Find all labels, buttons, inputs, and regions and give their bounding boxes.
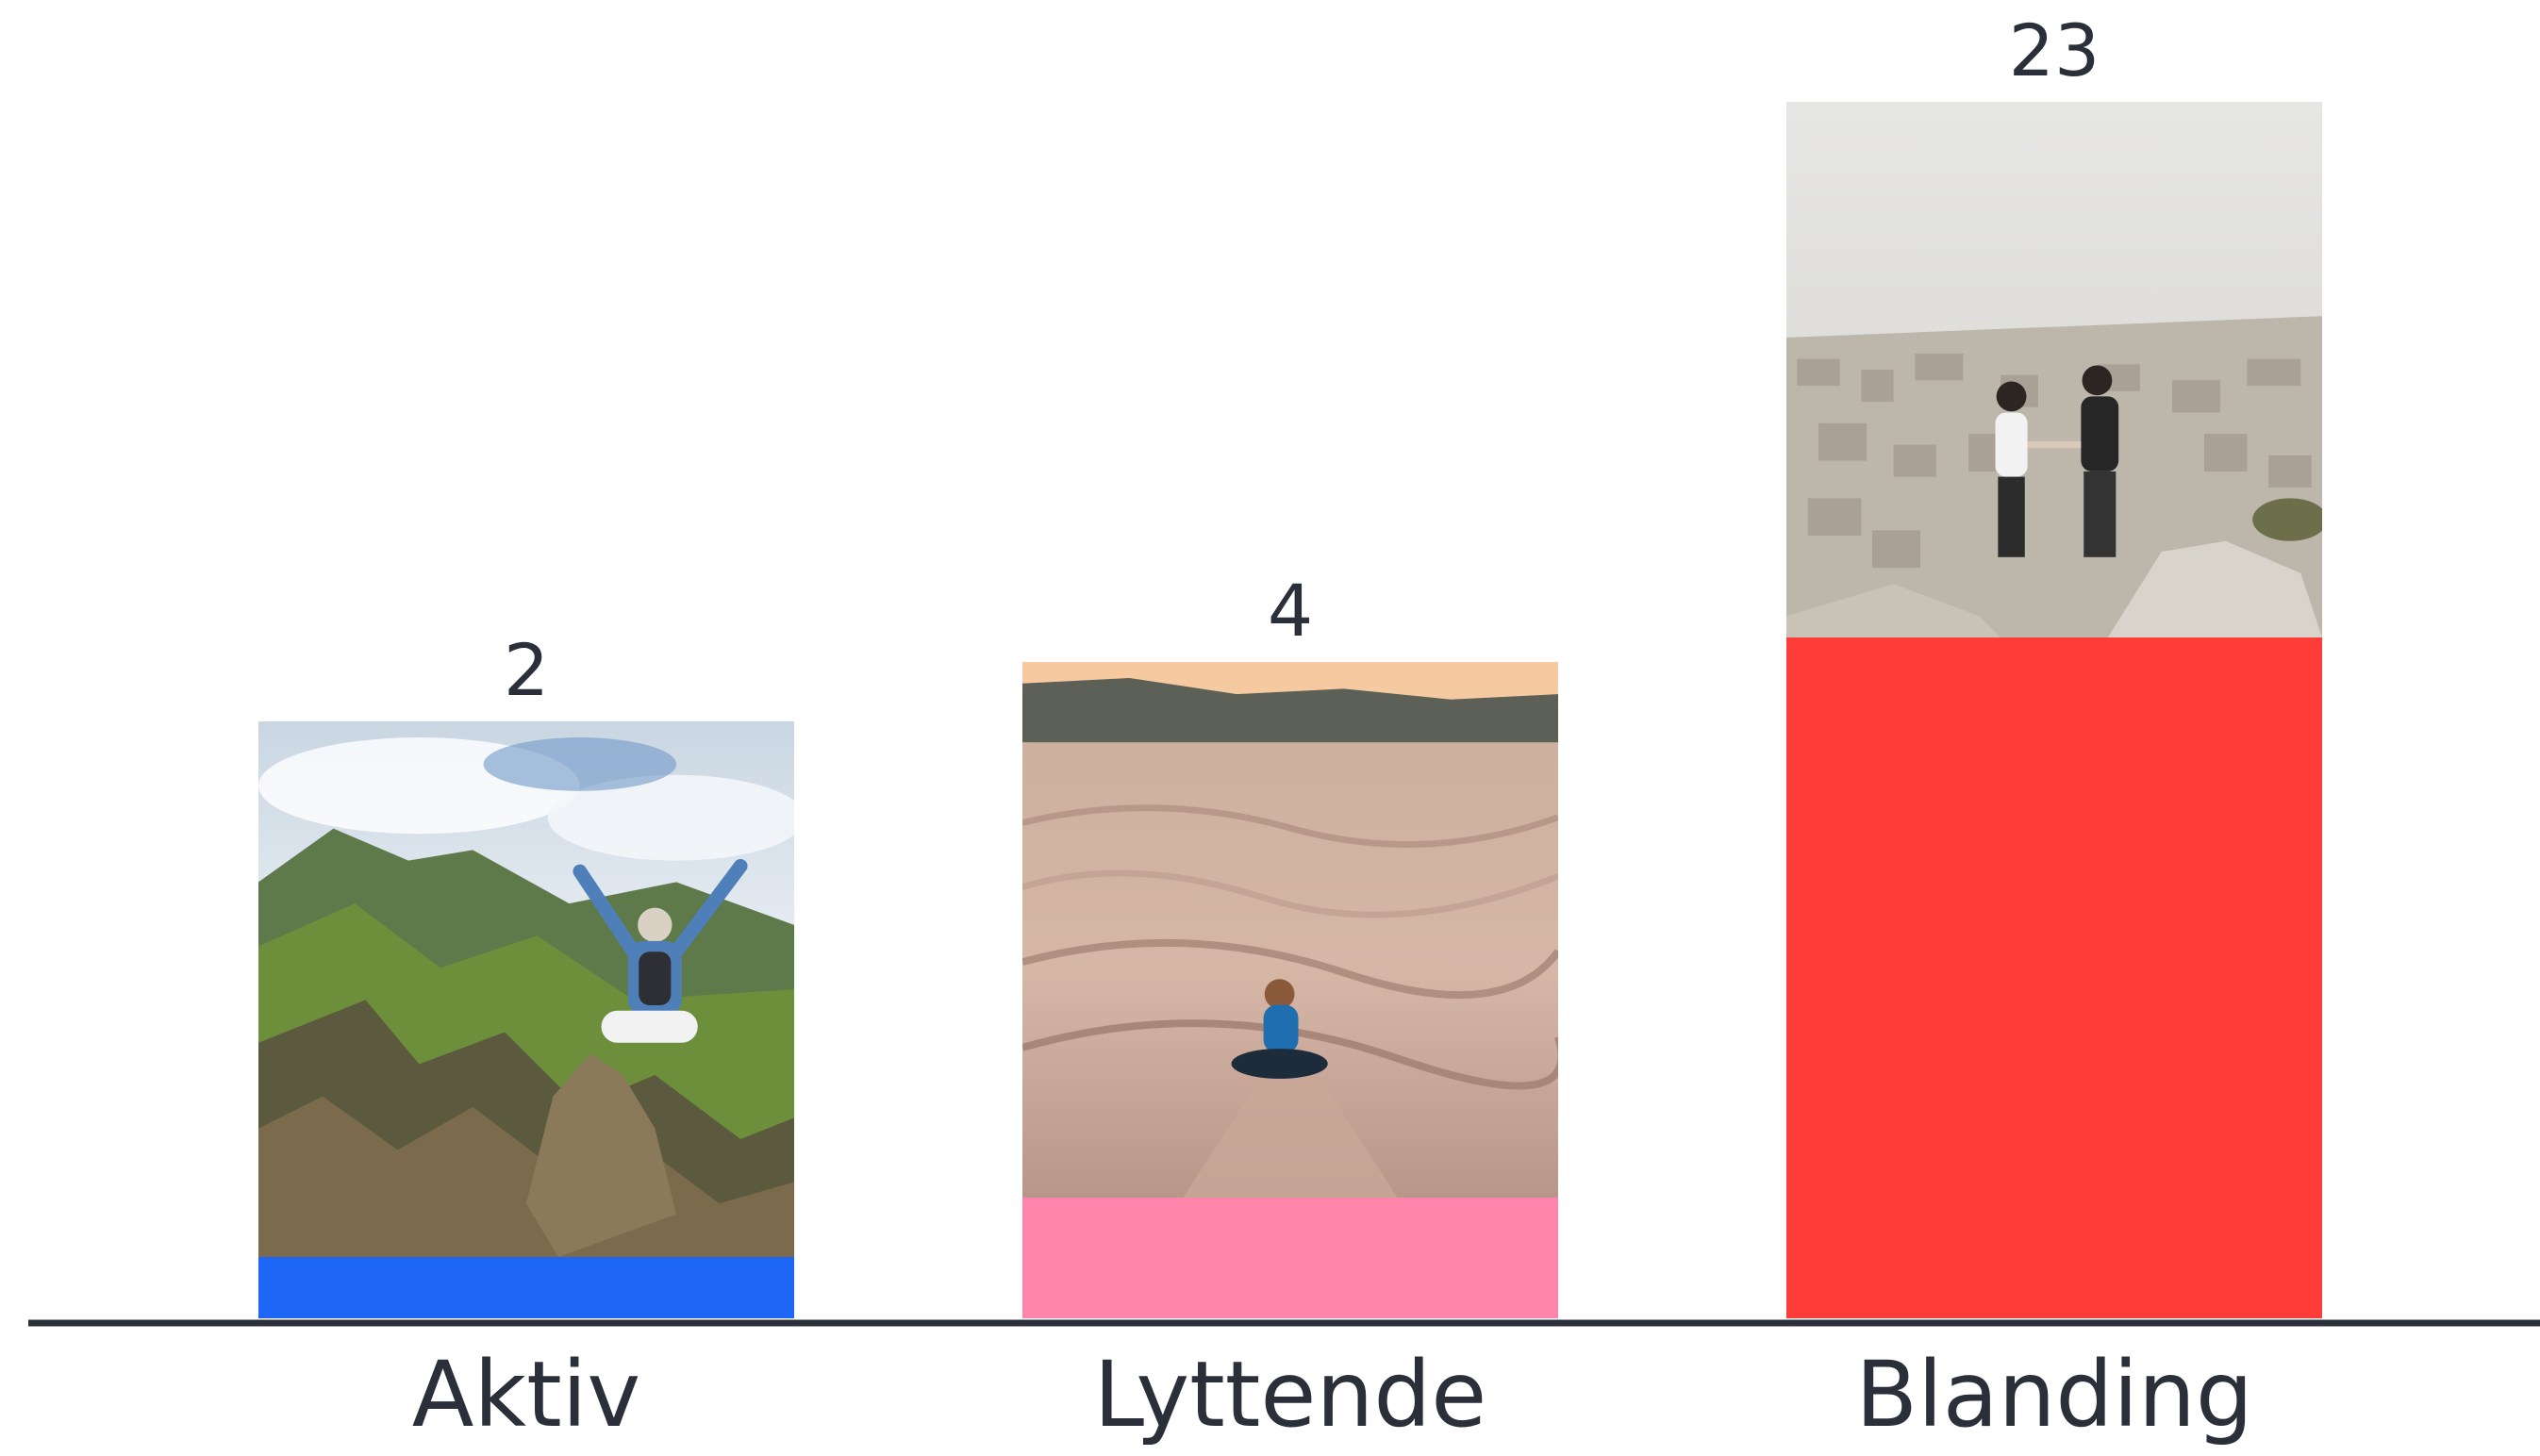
city-overlook-couple-photo — [1786, 102, 2328, 637]
value-label-blanding: 23 — [2009, 8, 2100, 92]
mountain-summit-hiker-photo — [258, 721, 805, 1257]
bars-layer — [258, 102, 2328, 1318]
category-label-lyttende: Lyttende — [1094, 1342, 1487, 1448]
category-label-blanding: Blanding — [1855, 1342, 2253, 1448]
labels-layer: 2 Aktiv 4 Lyttende 23 Blanding — [412, 8, 2253, 1448]
value-label-aktiv: 2 — [504, 628, 549, 712]
desert-dunes-sitting-person-photo — [1022, 662, 1562, 1198]
value-label-lyttende: 4 — [1268, 569, 1313, 653]
category-label-aktiv: Aktiv — [412, 1342, 640, 1448]
